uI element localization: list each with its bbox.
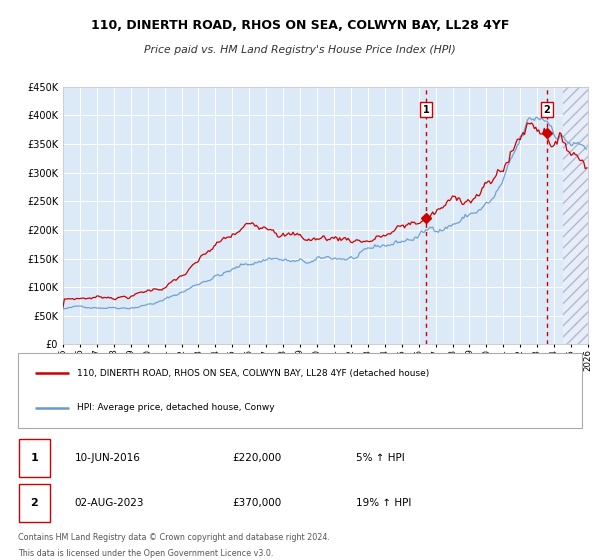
- Text: Contains HM Land Registry data © Crown copyright and database right 2024.: Contains HM Land Registry data © Crown c…: [18, 533, 330, 542]
- Text: 110, DINERTH ROAD, RHOS ON SEA, COLWYN BAY, LL28 4YF: 110, DINERTH ROAD, RHOS ON SEA, COLWYN B…: [91, 18, 509, 32]
- Text: 1: 1: [31, 453, 38, 463]
- Text: 10-JUN-2016: 10-JUN-2016: [74, 453, 140, 463]
- Text: HPI: Average price, detached house, Conwy: HPI: Average price, detached house, Conw…: [77, 404, 275, 413]
- Text: £370,000: £370,000: [232, 498, 281, 507]
- Text: 02-AUG-2023: 02-AUG-2023: [74, 498, 144, 507]
- Text: £220,000: £220,000: [232, 453, 281, 463]
- Text: 19% ↑ HPI: 19% ↑ HPI: [356, 498, 412, 507]
- Text: 1: 1: [423, 105, 430, 115]
- Text: Price paid vs. HM Land Registry's House Price Index (HPI): Price paid vs. HM Land Registry's House …: [144, 45, 456, 55]
- FancyBboxPatch shape: [18, 353, 582, 428]
- Text: 2: 2: [544, 105, 550, 115]
- Text: This data is licensed under the Open Government Licence v3.0.: This data is licensed under the Open Gov…: [18, 549, 274, 558]
- Text: 2: 2: [31, 498, 38, 507]
- FancyBboxPatch shape: [19, 439, 50, 477]
- Text: 5% ↑ HPI: 5% ↑ HPI: [356, 453, 405, 463]
- FancyBboxPatch shape: [19, 484, 50, 521]
- Text: 110, DINERTH ROAD, RHOS ON SEA, COLWYN BAY, LL28 4YF (detached house): 110, DINERTH ROAD, RHOS ON SEA, COLWYN B…: [77, 368, 430, 377]
